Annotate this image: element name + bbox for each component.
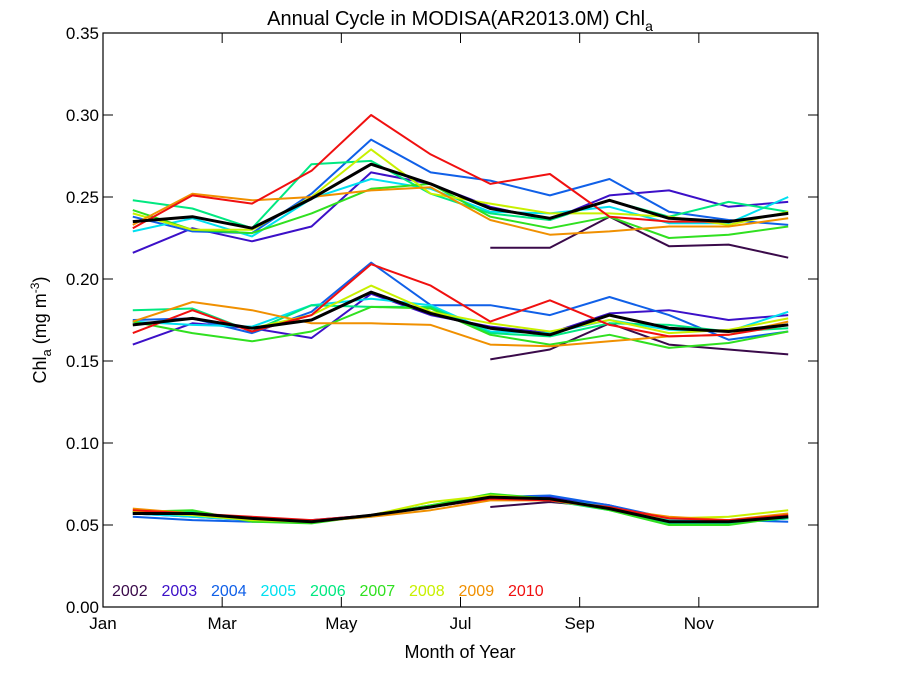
x-tick-label: Sep	[565, 614, 595, 633]
series-line-2007	[132, 182, 789, 239]
series-line-2003	[132, 171, 789, 254]
series-line-2005	[132, 178, 789, 238]
y-axis-label-main: Chl	[30, 356, 50, 383]
y-tick-label: 0.00	[66, 598, 99, 617]
y-tick-label: 0.10	[66, 434, 99, 453]
y-tick-label: 0.25	[66, 188, 99, 207]
series-line-2002	[490, 322, 789, 361]
mean-series-line	[132, 162, 789, 230]
legend-entry-2007: 2007	[360, 583, 396, 600]
legend-entry-2002: 2002	[112, 583, 148, 600]
series-line-2009	[132, 186, 789, 236]
legend: 2002 2003 2004 2005 2006 2007 2008 2009 2010	[112, 583, 544, 600]
legend-entry-2006: 2006	[310, 583, 346, 600]
legend-entry-2004: 2004	[211, 583, 247, 600]
mean-series-line	[132, 290, 789, 337]
x-tick-label: Jan	[89, 614, 116, 633]
legend-entry-2003: 2003	[162, 583, 198, 600]
chart-title: Annual Cycle in MODISA(AR2013.0M) Chla	[267, 8, 653, 34]
y-tick-label: 0.20	[66, 270, 99, 289]
x-tick-label: Nov	[684, 614, 715, 633]
chart-title-subscript: a	[645, 18, 653, 34]
legend-entry-2008: 2008	[409, 583, 445, 600]
x-tick-label: Jul	[450, 614, 472, 633]
series-line-2010	[132, 114, 789, 230]
y-tick-label: 0.05	[66, 516, 99, 535]
legend-entry-2005: 2005	[261, 583, 297, 600]
chart-title-main: Annual Cycle in MODISA(AR2013.0M) Chl	[267, 8, 645, 30]
series-line-2002	[490, 215, 789, 259]
legend-entry-2009: 2009	[459, 583, 495, 600]
plot-frame	[102, 32, 819, 608]
y-tick-label: 0.30	[66, 106, 99, 125]
y-axis-label-sub: a	[39, 348, 54, 356]
y-axis-label-close: )	[30, 277, 50, 283]
y-tick-label: 0.35	[66, 24, 99, 43]
y-tick-label: 0.15	[66, 352, 99, 371]
ticks-layer: 0.00 0.05 0.10 0.15 0.20 0.25 0.30 0.35 Jan Mar Ma…	[66, 24, 818, 633]
y-axis-label-units: (mg m	[30, 293, 50, 349]
y-axis-label-sup: -3	[28, 282, 42, 293]
legend-entry-2010: 2010	[508, 583, 544, 600]
series-line-2004	[132, 261, 789, 341]
x-tick-label: May	[325, 614, 358, 633]
x-tick-label: Mar	[208, 614, 238, 633]
series-layer	[132, 114, 789, 526]
series-line-2008	[132, 148, 789, 231]
x-axis-label: Month of Year	[404, 642, 515, 662]
y-axis-label: Chla (mg m-3)	[28, 277, 54, 384]
mean-series-line	[132, 495, 789, 524]
